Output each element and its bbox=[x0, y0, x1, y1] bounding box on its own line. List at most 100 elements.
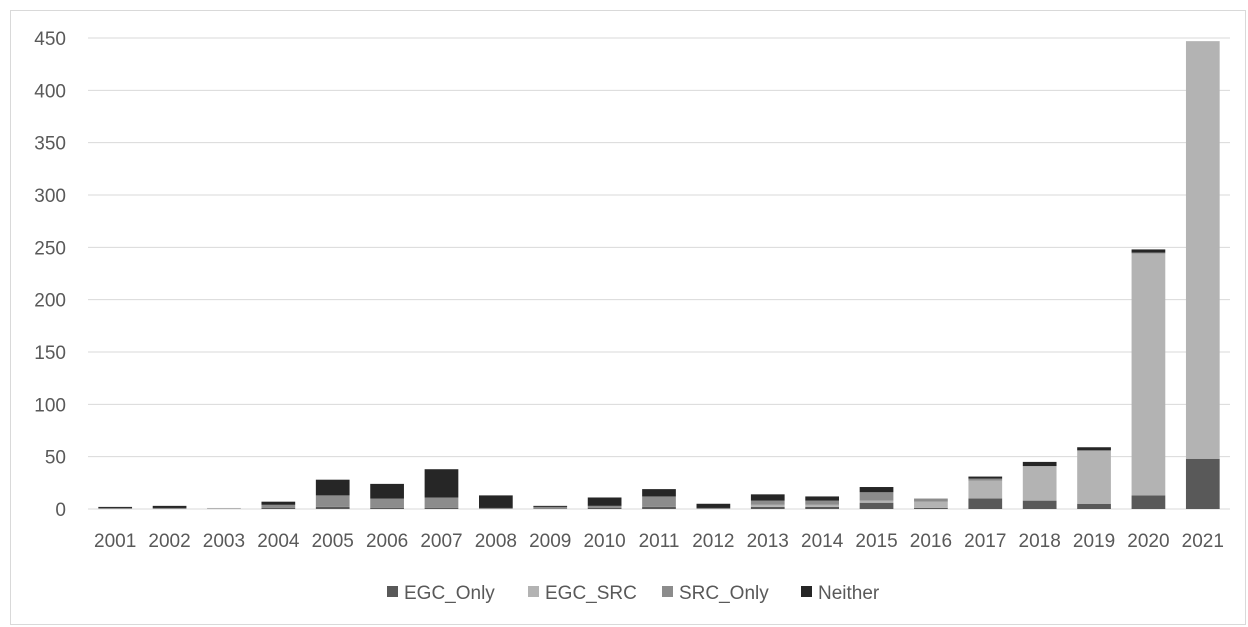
bar-src-only-2020 bbox=[1131, 252, 1166, 254]
bar-neither-2004 bbox=[261, 501, 296, 505]
x-tick-label: 2015 bbox=[855, 531, 897, 552]
bar-src-only-2006 bbox=[370, 498, 404, 508]
x-tick-label: 2012 bbox=[692, 531, 734, 552]
bar-neither-2019 bbox=[1077, 447, 1111, 451]
bar-neither-2009 bbox=[533, 505, 568, 507]
legend-label-neither: Neither bbox=[818, 583, 880, 604]
x-tick-label: 2016 bbox=[910, 531, 952, 552]
bar-neither-2007 bbox=[424, 469, 459, 498]
x-tick-label: 2021 bbox=[1182, 531, 1224, 552]
bar-egc-only-2016 bbox=[914, 507, 948, 509]
bar-egc-only-2007 bbox=[424, 507, 459, 509]
bar-egc-only-2014 bbox=[805, 506, 840, 509]
legend-swatch-egc-src bbox=[528, 586, 539, 597]
x-tick-label: 2014 bbox=[801, 531, 844, 552]
bar-src-only-2011 bbox=[642, 496, 676, 507]
bar-neither-2018 bbox=[1022, 461, 1057, 467]
bar-src-only-2016 bbox=[914, 498, 948, 502]
bar-neither-2011 bbox=[642, 489, 676, 497]
bar-egc-only-2015 bbox=[859, 502, 894, 509]
y-tick-label: 200 bbox=[34, 291, 66, 312]
bar-neither-2020 bbox=[1131, 249, 1166, 253]
bar-neither-2006 bbox=[370, 483, 404, 499]
x-tick-label: 2010 bbox=[583, 531, 625, 552]
bar-src-only-2007 bbox=[424, 497, 459, 508]
x-tick-label: 2004 bbox=[257, 531, 300, 552]
y-tick-label: 350 bbox=[34, 134, 66, 155]
x-tick-label: 2006 bbox=[366, 531, 408, 552]
legend-label-egc-src: EGC_SRC bbox=[545, 583, 637, 604]
bar-egc-only-2020 bbox=[1131, 495, 1166, 509]
x-axis-tick-labels: 2001 2002 2003 2004 2005 2006 2007 2008 2009 2010… bbox=[94, 531, 1224, 552]
x-tick-label: 2020 bbox=[1127, 531, 1169, 552]
bar-neither-2012 bbox=[696, 503, 731, 508]
legend-label-src-only: SRC_Only bbox=[679, 583, 769, 604]
bar-neither-2002 bbox=[152, 505, 187, 508]
gridlines bbox=[88, 37, 1230, 510]
bar-egc-only-2010 bbox=[587, 507, 622, 509]
bar-egc-src-2014 bbox=[805, 504, 840, 507]
bar-neither-2015 bbox=[859, 487, 894, 493]
bar-egc-src-2020 bbox=[1131, 253, 1166, 496]
bar-neither-2014 bbox=[805, 496, 840, 501]
bar-src-only-2004 bbox=[261, 504, 296, 508]
bars bbox=[98, 41, 1220, 509]
bar-egc-src-2018 bbox=[1022, 466, 1057, 501]
legend-swatch-egc-only bbox=[387, 586, 398, 597]
bar-egc-src-2015 bbox=[859, 500, 894, 503]
bar-src-only-2014 bbox=[805, 500, 840, 505]
chart-frame bbox=[10, 10, 1246, 625]
legend-swatch-neither bbox=[801, 586, 812, 597]
x-tick-label: 2003 bbox=[203, 531, 245, 552]
bar-egc-src-2003 bbox=[207, 507, 241, 509]
x-tick-label: 2005 bbox=[312, 531, 354, 552]
x-tick-label: 2007 bbox=[420, 531, 462, 552]
bar-egc-src-2013 bbox=[750, 504, 785, 507]
x-tick-label: 2013 bbox=[747, 531, 789, 552]
bar-src-only-2013 bbox=[750, 500, 785, 505]
bar-egc-src-2019 bbox=[1077, 450, 1111, 504]
x-tick-label: 2001 bbox=[94, 531, 136, 552]
y-tick-label: 100 bbox=[34, 395, 66, 416]
bar-egc-only-2018 bbox=[1022, 500, 1057, 509]
bar-egc-only-2011 bbox=[642, 506, 676, 509]
y-tick-label: 50 bbox=[45, 448, 66, 469]
x-tick-label: 2019 bbox=[1073, 531, 1115, 552]
bar-neither-2010 bbox=[587, 497, 622, 506]
bar-egc-src-2021 bbox=[1185, 41, 1220, 459]
bar-src-only-2002 bbox=[152, 507, 187, 509]
bar-egc-src-2016 bbox=[914, 501, 948, 508]
bar-src-only-2017 bbox=[968, 478, 1003, 481]
x-tick-label: 2008 bbox=[475, 531, 517, 552]
y-tick-label: 150 bbox=[34, 343, 66, 364]
bar-egc-only-2017 bbox=[968, 498, 1003, 509]
bar-egc-src-2017 bbox=[968, 480, 1003, 499]
y-tick-label: 300 bbox=[34, 186, 66, 207]
bar-src-only-2008 bbox=[478, 507, 513, 509]
bar-neither-2013 bbox=[750, 494, 785, 501]
bar-egc-only-2006 bbox=[370, 507, 404, 509]
bar-src-only-2010 bbox=[587, 505, 622, 508]
bar-egc-only-2005 bbox=[315, 506, 350, 509]
x-tick-label: 2009 bbox=[529, 531, 571, 552]
x-tick-label: 2002 bbox=[148, 531, 190, 552]
y-tick-label: 250 bbox=[34, 238, 66, 259]
bar-neither-2005 bbox=[315, 479, 350, 496]
y-tick-label: 0 bbox=[55, 500, 66, 521]
bar-src-only-2001 bbox=[98, 507, 133, 509]
bar-src-only-2015 bbox=[859, 492, 894, 501]
legend: EGC_Only EGC_SRC SRC_Only Neither bbox=[387, 583, 880, 604]
y-axis-tick-labels: 0 50 100 150 200 250 300 350 400 450 bbox=[34, 29, 66, 521]
bar-neither-2017 bbox=[968, 476, 1003, 479]
bar-egc-only-2004 bbox=[261, 507, 296, 509]
x-tick-label: 2017 bbox=[964, 531, 1006, 552]
x-tick-label: 2018 bbox=[1019, 531, 1061, 552]
x-tick-label: 2011 bbox=[639, 531, 680, 552]
legend-label-egc-only: EGC_Only bbox=[404, 583, 495, 604]
bar-src-only-2005 bbox=[315, 495, 350, 507]
bar-src-only-2009 bbox=[533, 506, 568, 509]
y-tick-label: 400 bbox=[34, 81, 66, 102]
bar-egc-only-2021 bbox=[1185, 458, 1220, 509]
